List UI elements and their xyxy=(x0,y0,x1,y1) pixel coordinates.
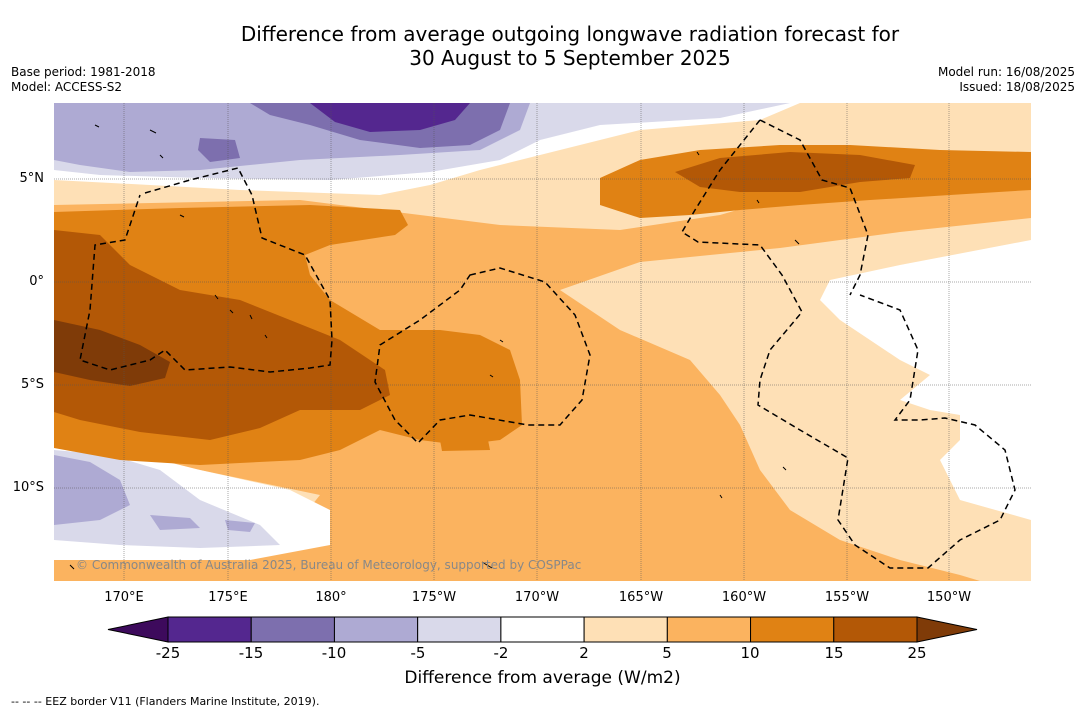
model-name: Model: ACCESS-S2 xyxy=(11,80,123,94)
lon-label-170w: 170°W xyxy=(514,590,560,605)
copyright-note: © Commonwealth of Australia 2025, Bureau… xyxy=(76,558,582,572)
colorbar-tick: 15 xyxy=(824,644,844,662)
colorbar-segment xyxy=(750,616,835,643)
colorbar-tick: 25 xyxy=(907,644,927,662)
lon-label-175w: 175°W xyxy=(411,590,457,605)
issued-date: Issued: 18/08/2025 xyxy=(959,80,1075,94)
model-run: Model run: 16/08/2025 xyxy=(937,65,1075,79)
title-line-2: 30 August to 5 September 2025 xyxy=(409,46,731,70)
colorbar-segment xyxy=(500,616,585,643)
colorbar-tick: 10 xyxy=(740,644,760,662)
lat-label-5s: 5°S xyxy=(20,377,44,392)
colorbar-tick: -10 xyxy=(321,644,347,662)
lat-label-0: 0° xyxy=(29,274,44,289)
lon-label-170e: 170°E xyxy=(104,590,144,605)
colorbar-extend-low xyxy=(107,616,169,643)
colorbar-segment xyxy=(167,616,252,643)
field-neg-15-25 xyxy=(310,103,470,132)
colorbar-segment xyxy=(666,616,752,643)
colorbar-segment xyxy=(333,616,419,643)
colorbar-extend-high xyxy=(916,616,978,643)
field-25-plus xyxy=(54,320,170,386)
lon-label-155w: 155°W xyxy=(824,590,870,605)
lon-label-165w: 165°W xyxy=(618,590,664,605)
field-15-25-west xyxy=(54,230,390,440)
field-10-15-small xyxy=(440,440,490,451)
map-title: Difference from average outgoing longwav… xyxy=(0,22,1085,70)
colorbar-segment xyxy=(417,616,502,643)
colorbar-tick: -2 xyxy=(493,644,509,662)
eez-phoenix xyxy=(374,267,591,445)
colorbar-segment xyxy=(583,616,668,643)
colorbar-title: Difference from average (W/m2) xyxy=(404,668,681,688)
title-line-1: Difference from average outgoing longwav… xyxy=(240,22,900,46)
eez-borders xyxy=(79,119,1016,569)
base-period: Base period: 1981-2018 xyxy=(11,65,156,79)
colorbar-segment xyxy=(250,616,335,643)
islands xyxy=(69,124,800,570)
field-neg-5-10-sw2 xyxy=(150,515,255,532)
colorbar-tick: -15 xyxy=(238,644,264,662)
colorbar-tick: 5 xyxy=(662,644,672,662)
eez-kiribati-gilbert xyxy=(79,167,333,373)
colorbar-tick: 2 xyxy=(579,644,589,662)
lon-label-175e: 175°E xyxy=(208,590,248,605)
meta-left: Base period: 1981-2018 Model: ACCESS-S2 xyxy=(11,65,156,95)
eez-line-islands-2 xyxy=(680,119,1016,569)
island-group-1 xyxy=(69,124,800,570)
eez-legend-note: -- -- -- EEZ border V11 (Flanders Marine… xyxy=(11,695,320,708)
lat-label-10s: 10°S xyxy=(12,480,44,495)
colorbar-tick: -5 xyxy=(410,644,426,662)
lat-label-5n: 5°N xyxy=(19,171,45,186)
graticule xyxy=(54,103,1031,581)
colorbar-tick: -25 xyxy=(155,644,181,662)
lon-label-160w: 160°W xyxy=(721,590,767,605)
lon-label-180: 180° xyxy=(315,590,347,605)
meta-right: Model run: 16/08/2025 Issued: 18/08/2025 xyxy=(938,65,1075,95)
field-neutral-east xyxy=(820,240,1031,520)
lon-label-150w: 150°W xyxy=(926,590,972,605)
colorbar-segment xyxy=(833,616,918,643)
eez-line-islands xyxy=(759,119,869,296)
field-15-25-east xyxy=(675,152,915,192)
field-neg-5-10-sw xyxy=(54,455,130,525)
